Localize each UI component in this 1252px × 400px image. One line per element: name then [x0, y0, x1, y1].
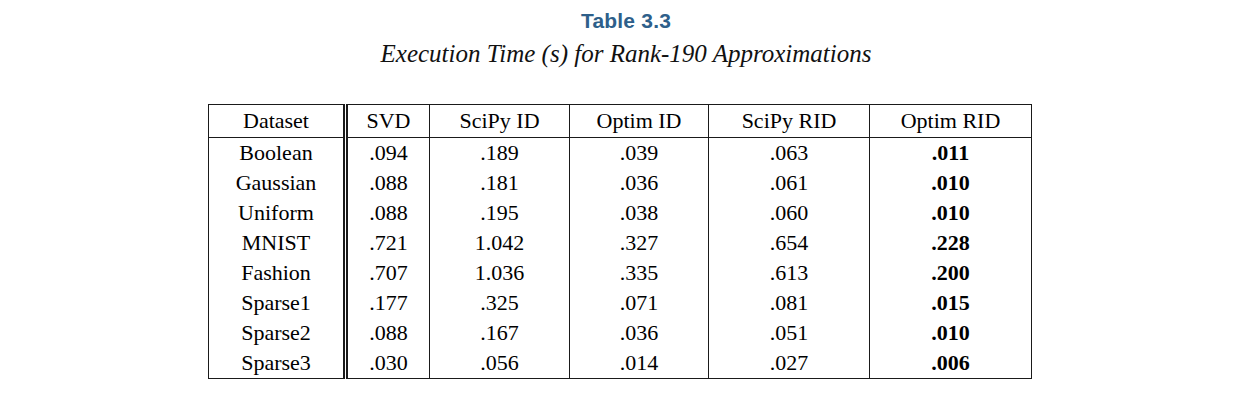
value-cell: .015 [870, 288, 1032, 318]
value-cell: .036 [570, 168, 709, 198]
value-cell: .063 [709, 138, 870, 169]
table-row: Sparse2 .088 .167 .036 .051 .010 [209, 318, 1032, 348]
value-cell: .088 [346, 168, 430, 198]
value-cell: .081 [709, 288, 870, 318]
value-cell: .010 [870, 198, 1032, 228]
value-cell: .088 [346, 318, 430, 348]
header-row: Dataset SVD SciPy ID Optim ID SciPy RID … [209, 105, 1032, 138]
dataset-cell: MNIST [209, 228, 346, 258]
page: Table 3.3 Execution Time (s) for Rank-19… [0, 0, 1252, 400]
table-row: Sparse1 .177 .325 .071 .081 .015 [209, 288, 1032, 318]
value-cell: .094 [346, 138, 430, 169]
value-cell: 1.042 [430, 228, 570, 258]
dataset-cell: Sparse3 [209, 348, 346, 379]
dataset-cell: Sparse1 [209, 288, 346, 318]
dataset-cell: Uniform [209, 198, 346, 228]
column-header-optim-rid: Optim RID [870, 105, 1032, 138]
value-cell: .056 [430, 348, 570, 379]
value-cell: .325 [430, 288, 570, 318]
dataset-cell: Sparse2 [209, 318, 346, 348]
value-cell: .010 [870, 318, 1032, 348]
table-row: Fashion .707 1.036 .335 .613 .200 [209, 258, 1032, 288]
value-cell: .721 [346, 228, 430, 258]
value-cell: .177 [346, 288, 430, 318]
value-cell: .030 [346, 348, 430, 379]
table-row: Gaussian .088 .181 .036 .061 .010 [209, 168, 1032, 198]
value-cell: .195 [430, 198, 570, 228]
value-cell: .010 [870, 168, 1032, 198]
column-header-optim-id: Optim ID [570, 105, 709, 138]
column-header-scipy-id: SciPy ID [430, 105, 570, 138]
value-cell: .051 [709, 318, 870, 348]
dataset-cell: Boolean [209, 138, 346, 169]
table-caption-number: Table 3.3 [0, 9, 1252, 33]
results-table: Dataset SVD SciPy ID Optim ID SciPy RID … [208, 104, 1032, 379]
value-cell: .181 [430, 168, 570, 198]
value-cell: .613 [709, 258, 870, 288]
value-cell: .228 [870, 228, 1032, 258]
value-cell: .189 [430, 138, 570, 169]
value-cell: .335 [570, 258, 709, 288]
column-header-dataset: Dataset [209, 105, 346, 138]
table-row: MNIST .721 1.042 .327 .654 .228 [209, 228, 1032, 258]
value-cell: .038 [570, 198, 709, 228]
column-header-svd: SVD [346, 105, 430, 138]
dataset-cell: Gaussian [209, 168, 346, 198]
value-cell: .039 [570, 138, 709, 169]
dataset-cell: Fashion [209, 258, 346, 288]
value-cell: .011 [870, 138, 1032, 169]
table-row: Sparse3 .030 .056 .014 .027 .006 [209, 348, 1032, 379]
value-cell: .654 [709, 228, 870, 258]
table-caption-title: Execution Time (s) for Rank-190 Approxim… [0, 40, 1252, 68]
value-cell: .088 [346, 198, 430, 228]
value-cell: .167 [430, 318, 570, 348]
value-cell: .327 [570, 228, 709, 258]
value-cell: .060 [709, 198, 870, 228]
value-cell: .061 [709, 168, 870, 198]
value-cell: .707 [346, 258, 430, 288]
value-cell: .200 [870, 258, 1032, 288]
value-cell: .014 [570, 348, 709, 379]
value-cell: .071 [570, 288, 709, 318]
value-cell: .036 [570, 318, 709, 348]
value-cell: 1.036 [430, 258, 570, 288]
column-header-scipy-rid: SciPy RID [709, 105, 870, 138]
value-cell: .027 [709, 348, 870, 379]
value-cell: .006 [870, 348, 1032, 379]
table-row: Uniform .088 .195 .038 .060 .010 [209, 198, 1032, 228]
table-row: Boolean .094 .189 .039 .063 .011 [209, 138, 1032, 169]
